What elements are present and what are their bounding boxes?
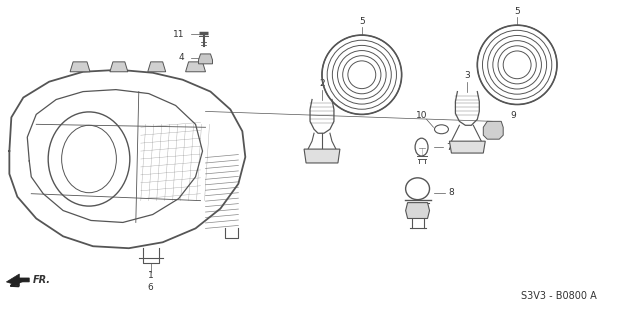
- Text: 11: 11: [173, 30, 184, 39]
- Text: 2: 2: [319, 79, 325, 88]
- Text: FR.: FR.: [33, 275, 51, 285]
- Text: 4: 4: [179, 53, 184, 63]
- Polygon shape: [406, 203, 429, 219]
- Polygon shape: [483, 121, 503, 139]
- Polygon shape: [198, 54, 212, 64]
- Text: 8: 8: [449, 188, 454, 197]
- Polygon shape: [186, 62, 205, 72]
- Text: 5: 5: [359, 17, 365, 26]
- Polygon shape: [449, 141, 485, 153]
- Polygon shape: [110, 62, 128, 72]
- Polygon shape: [304, 149, 340, 163]
- Text: 9: 9: [510, 111, 516, 120]
- Text: 5: 5: [515, 7, 520, 16]
- Text: 7: 7: [447, 143, 452, 152]
- Text: S3V3 - B0800 A: S3V3 - B0800 A: [521, 291, 597, 301]
- Text: 1: 1: [148, 271, 154, 280]
- Text: 6: 6: [148, 283, 154, 293]
- Polygon shape: [148, 62, 166, 72]
- Polygon shape: [70, 62, 90, 72]
- Text: 10: 10: [416, 111, 428, 120]
- Polygon shape: [6, 274, 29, 286]
- Text: 3: 3: [465, 71, 470, 80]
